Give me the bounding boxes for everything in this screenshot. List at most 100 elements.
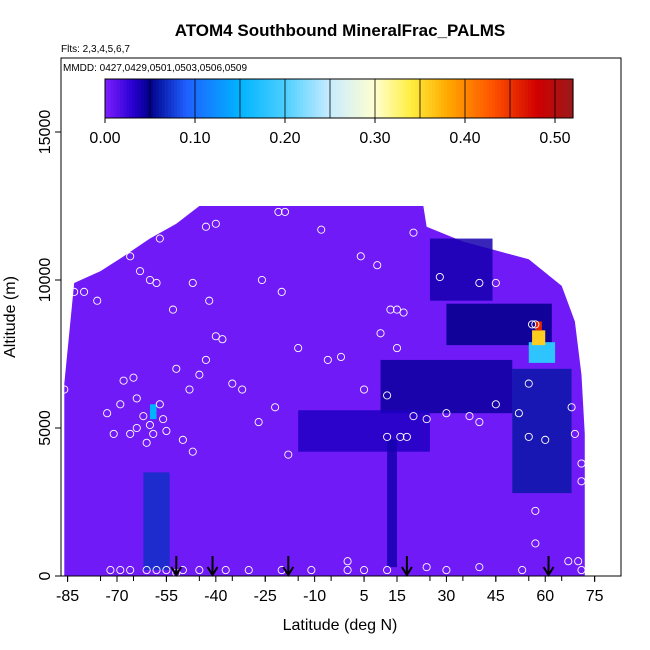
colorbar-segment [471,79,475,118]
colorbar-segment [285,79,289,118]
obs-point [399,308,408,317]
obs-point [528,320,537,329]
obs-point [383,566,392,575]
obs-point [409,412,418,421]
colorbar-segment [267,79,271,118]
colorbar-segment [216,79,220,118]
colorbar-frame [104,78,574,119]
obs-point [145,420,154,430]
colorbar-segment [279,79,283,118]
obs-point [211,219,220,228]
colorbar-segment [219,79,223,118]
colorbar-segment [204,79,208,118]
obs-point [475,563,484,572]
obs-point [323,355,332,364]
field-feature-5 [387,439,397,568]
colorbar-tick-label: 0.50 [539,130,570,147]
obs-point [491,278,500,288]
obs-point [152,278,161,288]
colorbar-segment [138,79,142,118]
colorbar-segment [540,79,544,118]
obs-point [402,432,411,441]
obs-point [336,352,346,362]
obs-point [132,394,141,403]
colorbar-segment [150,79,154,118]
obs-point [145,275,154,285]
obs-point [178,435,187,444]
colorbar-segment [171,79,175,118]
obs-point [343,566,352,575]
obs-point [577,566,586,575]
colorbar-segment [510,79,514,118]
x-tick-label: -10 [303,588,326,605]
obs-point [201,355,210,364]
colorbar-segment [123,79,127,118]
colorbar-segment [261,79,265,118]
colorbar-segment [288,79,292,118]
colorbar-segment [381,79,385,118]
colorbar-segment [306,79,310,118]
colorbar-segment [120,79,124,118]
colorbar-segment [465,79,469,118]
obs-point [373,261,382,270]
colorbar-segment [348,79,352,118]
obs-point [162,426,171,436]
obs-point [491,400,500,409]
obs-point [172,364,181,373]
colorbar-segment [507,79,511,118]
arrow-head [170,566,183,577]
colorbar-segment [303,79,307,118]
colorbar-segment [480,79,484,118]
colorbar-segment [276,79,280,118]
colorbar: 0.00 0.10 0.20 0.30 0.40 0.50 [89,78,574,147]
colorbar-segment [390,79,394,118]
colorbar-segment [330,79,334,118]
x-axis-label: Latitude (deg N) [283,617,398,634]
field-feature-2 [380,359,513,414]
colorbar-segment [327,79,331,118]
colorbar-segment [195,79,199,118]
colorbar-tick-label: 0.20 [269,130,300,147]
colorbar-segment [177,79,181,118]
colorbar-segment [255,79,259,118]
obs-point [201,222,210,231]
obs-point [116,400,125,409]
arrow-marker [170,556,183,577]
colorbar-segment [492,79,496,118]
obs-point [442,409,451,418]
colorbar-segment [210,79,214,118]
colorbar-segment [345,79,349,118]
colorbar-segment [147,79,151,118]
obs-point [80,287,89,296]
obs-point [280,207,290,216]
field-feature-6 [143,472,170,571]
colorbar-segment [552,79,556,118]
field-feature-7 [528,342,556,363]
obs-point [577,459,586,468]
colorbar-segment [456,79,460,118]
obs-point [238,385,247,394]
colorbar-segment [438,79,442,118]
colorbar-segment [297,79,301,118]
colorbar-segment [168,79,172,118]
obs-point [155,400,164,409]
colorbar-segment [339,79,343,118]
obs-point [61,385,69,394]
obs-point [139,412,148,421]
x-tick-label: 75 [586,588,604,605]
colorbar-segment [420,79,424,118]
colorbar-segment [450,79,454,118]
colorbar-segment [117,79,121,118]
arrow-marker [282,556,295,577]
obs-point [244,566,253,575]
obs-point [284,450,293,459]
colorbar-segment [270,79,274,118]
obs-point [465,412,474,421]
colorbar-segment [360,79,364,118]
colorbar-segment [222,79,226,118]
obs-point [119,376,128,385]
obs-point [514,409,523,418]
colorbar-segment [144,79,148,118]
colorbar-tick-label: 0.40 [449,130,480,147]
